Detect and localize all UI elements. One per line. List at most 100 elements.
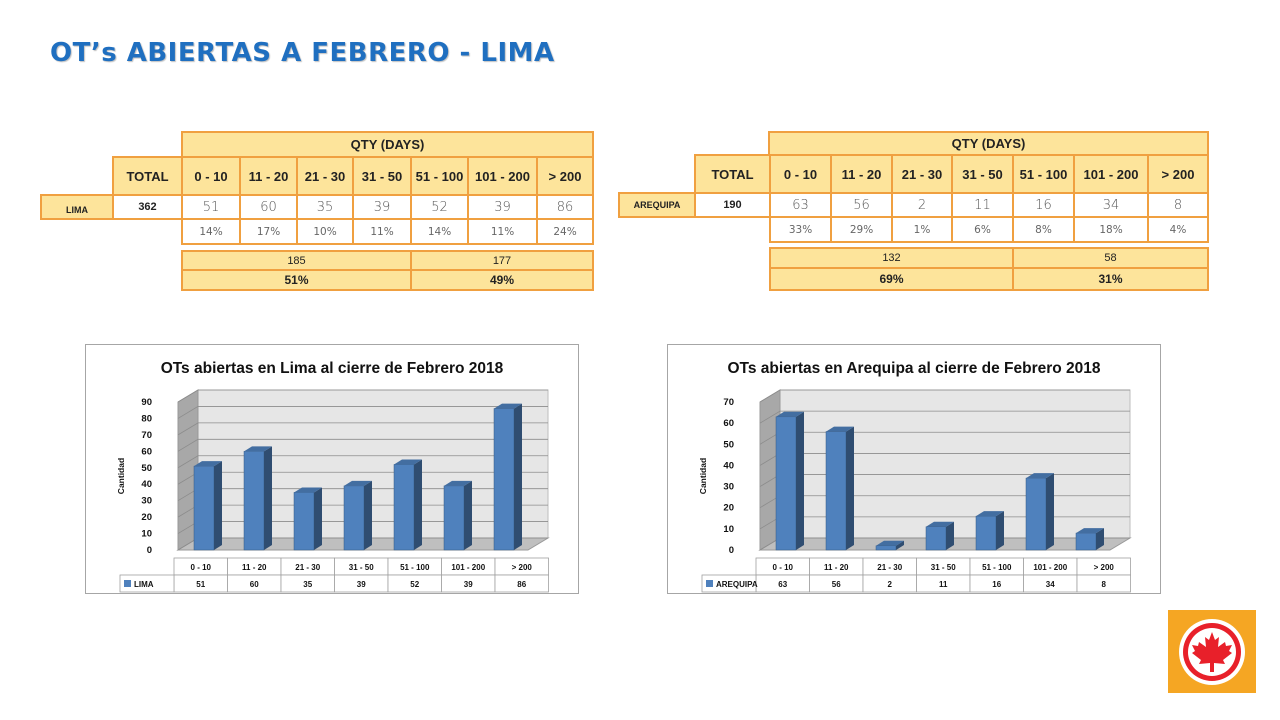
x-tick-label: 11 - 20 xyxy=(824,563,849,572)
data-value-label: 35 xyxy=(303,580,312,589)
bar-top xyxy=(244,446,272,452)
split-percent: 49% xyxy=(410,269,594,291)
gridline xyxy=(759,410,1130,424)
data-value-label: 39 xyxy=(357,580,366,589)
bar xyxy=(343,485,365,551)
bar-side xyxy=(314,487,322,550)
data-table-cell xyxy=(1076,574,1131,593)
range-header: 31 - 50 xyxy=(352,156,412,196)
gridline xyxy=(177,406,548,419)
count-cell: 60 xyxy=(239,194,298,220)
bar-top xyxy=(344,480,372,486)
chart-title: OTs abiertas en Lima al cierre de Febrer… xyxy=(161,360,504,377)
percent-cell: 10% xyxy=(296,218,354,245)
bar-side xyxy=(264,446,272,550)
y-tick-label: 40 xyxy=(723,460,734,471)
y-tick-label: 30 xyxy=(141,496,152,507)
bar-side xyxy=(946,521,954,550)
count-cell: 16 xyxy=(1012,192,1075,218)
data-value-label: 2 xyxy=(888,580,893,589)
split-count: 58 xyxy=(1012,247,1209,269)
data-value-label: 51 xyxy=(196,580,205,589)
x-tick-label: 31 - 50 xyxy=(349,563,374,572)
x-tick-label: 51 - 100 xyxy=(982,563,1012,572)
total-value: 362 xyxy=(112,194,183,220)
total-header: TOTAL xyxy=(694,154,771,194)
bar-side xyxy=(896,540,904,550)
count-cell: 39 xyxy=(352,194,412,220)
range-header: 21 - 30 xyxy=(891,154,953,194)
arequipa-bar-chart: OTs abiertas en Arequipa al cierre de Fe… xyxy=(698,360,1132,593)
y-tick-label: 10 xyxy=(723,524,734,535)
percent-cell: 17% xyxy=(239,218,298,245)
split-count: 132 xyxy=(769,247,1014,269)
count-cell: 2 xyxy=(891,192,953,218)
maple-leaf-icon xyxy=(1179,619,1245,685)
count-cell: 51 xyxy=(181,194,241,220)
range-header: 11 - 20 xyxy=(830,154,893,194)
gridline xyxy=(177,389,548,403)
percent-cell: 14% xyxy=(410,218,469,245)
bar-top xyxy=(976,511,1004,517)
bar xyxy=(293,492,315,551)
x-tick-label: > 200 xyxy=(1094,563,1115,572)
data-value-label: 16 xyxy=(992,580,1001,589)
y-tick-label: 20 xyxy=(723,503,734,514)
x-tick-label: > 200 xyxy=(512,563,533,572)
qty-days-header: QTY (DAYS) xyxy=(768,131,1209,156)
y-tick-label: 50 xyxy=(141,463,152,474)
x-tick-label: 0 - 10 xyxy=(191,563,212,572)
company-logo xyxy=(1168,610,1256,693)
count-cell: 39 xyxy=(467,194,538,220)
bar-top xyxy=(876,540,904,546)
range-header: 101 - 200 xyxy=(1073,154,1149,194)
legend-label: LIMA xyxy=(134,580,154,589)
split-percent: 69% xyxy=(769,267,1014,291)
bar-top xyxy=(926,521,954,527)
x-tick-label: 31 - 50 xyxy=(931,563,956,572)
bar xyxy=(975,515,997,551)
bar-side xyxy=(214,461,222,550)
data-value-label: 8 xyxy=(1102,580,1107,589)
count-cell: 52 xyxy=(410,194,469,220)
y-tick-label: 0 xyxy=(729,545,734,556)
bar xyxy=(393,464,415,551)
bar-top xyxy=(494,403,522,409)
data-value-label: 11 xyxy=(939,580,948,589)
percent-cell: 6% xyxy=(951,216,1014,243)
y-tick-label: 10 xyxy=(141,529,152,540)
range-header: > 200 xyxy=(1147,154,1209,194)
y-axis-label: Cantidad xyxy=(116,458,126,494)
percent-cell: 29% xyxy=(830,216,893,243)
y-tick-label: 50 xyxy=(723,439,734,450)
legend-cell xyxy=(701,574,757,593)
gridline xyxy=(177,455,548,469)
legend-swatch xyxy=(124,580,131,587)
qty-days-header: QTY (DAYS) xyxy=(181,131,594,158)
data-value-label: 34 xyxy=(1046,580,1055,589)
bar xyxy=(1025,477,1047,551)
bar-side xyxy=(1096,528,1104,550)
bar-top xyxy=(826,426,854,432)
y-tick-label: 30 xyxy=(723,482,734,493)
range-header: 21 - 30 xyxy=(296,156,354,196)
bar-top xyxy=(394,459,422,465)
gridline xyxy=(759,389,1130,403)
percent-cell: 4% xyxy=(1147,216,1209,243)
bar-top xyxy=(776,411,804,417)
percent-cell: 24% xyxy=(536,218,594,245)
total-value: 190 xyxy=(694,192,771,218)
legend-label: AREQUIPA xyxy=(716,580,758,589)
data-table-cell xyxy=(494,574,549,593)
x-tick-label: 51 - 100 xyxy=(400,563,430,572)
data-value-label: 60 xyxy=(250,580,259,589)
percent-cell: 1% xyxy=(891,216,953,243)
range-header: 51 - 100 xyxy=(410,156,469,196)
range-header: 11 - 20 xyxy=(239,156,298,196)
count-cell: 86 xyxy=(536,194,594,220)
range-header: 0 - 10 xyxy=(769,154,832,194)
bar xyxy=(925,526,947,551)
city-label: AREQUIPA xyxy=(618,192,696,218)
data-value-label: 52 xyxy=(410,580,419,589)
bar xyxy=(243,451,265,551)
